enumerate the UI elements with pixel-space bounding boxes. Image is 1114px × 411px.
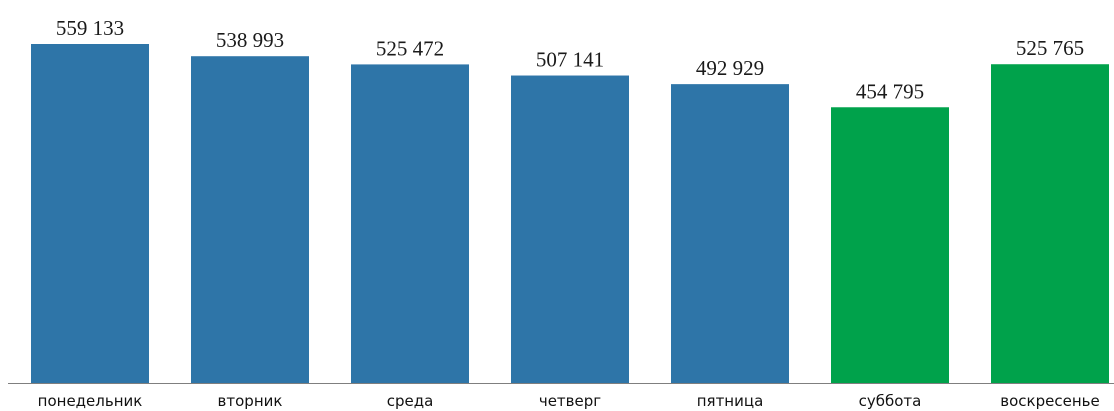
- category-label-3: среда: [387, 392, 434, 410]
- value-label-4: 507 141: [536, 48, 604, 72]
- value-label-7: 525 765: [1016, 36, 1084, 60]
- category-label-7: воскресенье: [1000, 392, 1099, 410]
- category-labels-group: понедельник вторник среда четверг пятница суб…: [38, 392, 1100, 410]
- value-label-6: 454 795: [856, 79, 924, 103]
- bar-6: [831, 107, 949, 383]
- category-label-6: суббота: [859, 392, 922, 410]
- bar-4: [511, 75, 629, 384]
- value-label-1: 559 133: [56, 16, 124, 40]
- bar-5: [671, 84, 789, 383]
- bar-2: [191, 56, 309, 384]
- category-label-5: пятница: [697, 392, 764, 410]
- value-label-5: 492 929: [696, 56, 764, 80]
- category-label-4: четверг: [539, 392, 601, 410]
- category-label-1: понедельник: [38, 392, 143, 410]
- bars-group: [31, 44, 1109, 384]
- value-label-2: 538 993: [216, 28, 284, 52]
- category-label-2: вторник: [218, 392, 283, 410]
- value-labels-group: 559 133 538 993 525 472 507 141 492 929 454 7…: [56, 16, 1084, 103]
- bar-7: [991, 64, 1109, 383]
- bar-3: [351, 64, 469, 384]
- value-label-3: 525 472: [376, 36, 444, 60]
- bar-1: [31, 44, 149, 383]
